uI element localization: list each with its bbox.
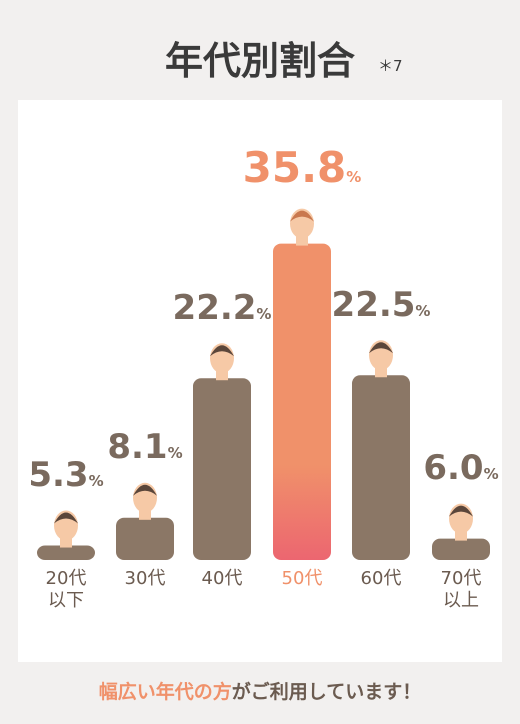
note: ＊7: [378, 57, 403, 75]
hair: [133, 484, 157, 496]
neck: [455, 530, 467, 541]
hair: [449, 505, 473, 517]
unit-label: %: [483, 465, 499, 484]
footer-highlight: 幅広い年代の方: [98, 681, 232, 703]
hair: [369, 342, 393, 354]
value-label: 22.2%: [172, 287, 272, 328]
neck: [139, 509, 151, 520]
neck: [296, 235, 308, 246]
x-tick-label: 60代: [360, 568, 402, 589]
neck: [60, 537, 72, 548]
hair: [210, 345, 234, 357]
hair: [290, 210, 314, 222]
hair: [54, 512, 78, 524]
bar: [352, 375, 410, 560]
x-tick-label: 40代: [201, 568, 243, 589]
value-label: 5.3%: [28, 455, 104, 496]
unit-label: %: [256, 304, 272, 323]
neck: [216, 370, 228, 381]
chart-title: 年代別割合: [164, 39, 355, 83]
bar: [432, 538, 490, 560]
footer-text: がご利用しています！: [231, 681, 422, 703]
bar: [193, 378, 251, 560]
unit-label: %: [415, 301, 431, 320]
value-label: 6.0%: [423, 448, 499, 489]
x-tick-label: 20代 以下: [45, 568, 87, 611]
unit-label: %: [88, 472, 104, 491]
x-tick-label: 50代: [281, 568, 323, 589]
value-label: 8.1%: [107, 427, 183, 468]
bar: [116, 517, 174, 560]
x-tick-label: 70代 以上: [440, 568, 482, 611]
neck: [375, 367, 387, 378]
value-label: 35.8%: [242, 143, 362, 193]
bar: [273, 243, 331, 560]
unit-label: %: [167, 444, 183, 463]
footer: 幅広い年代の方がご利用しています！: [0, 677, 520, 704]
value-label: 22.5%: [331, 284, 431, 325]
bar: [37, 545, 95, 560]
panel: [18, 100, 502, 662]
x-tick-label: 30代: [124, 568, 166, 589]
unit-label: %: [346, 168, 362, 187]
